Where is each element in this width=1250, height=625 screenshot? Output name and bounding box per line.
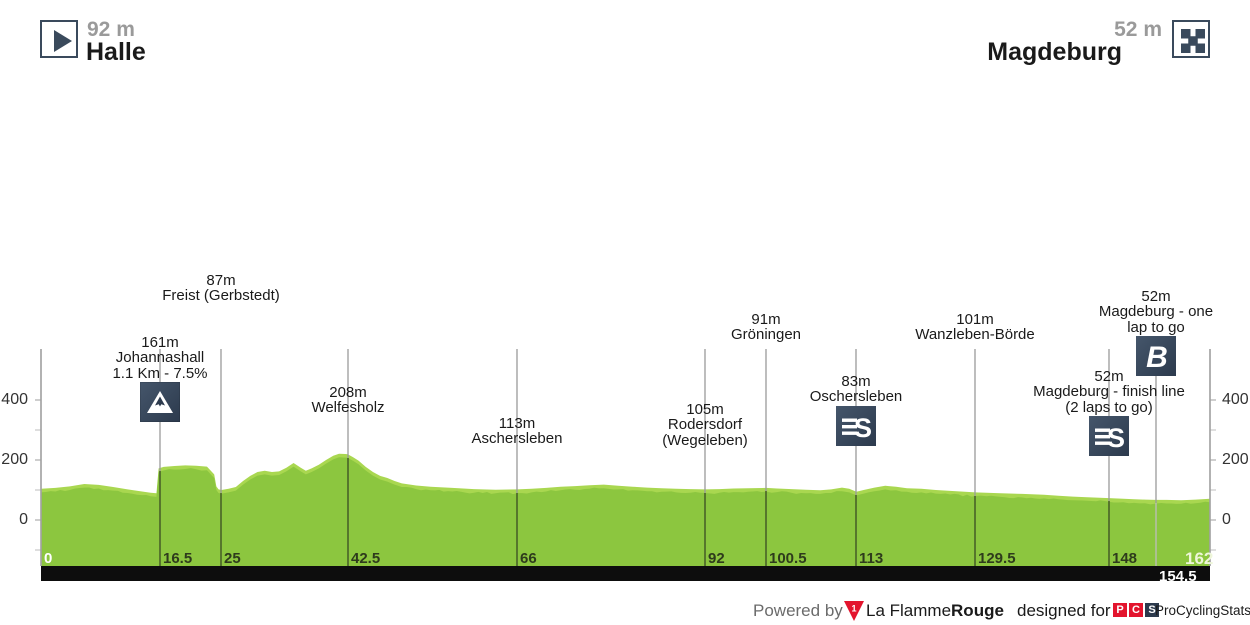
- svg-text:1: 1: [851, 604, 856, 614]
- svg-text:S: S: [854, 413, 872, 443]
- svg-text:B: B: [1146, 341, 1168, 374]
- svg-text:S: S: [1107, 423, 1125, 453]
